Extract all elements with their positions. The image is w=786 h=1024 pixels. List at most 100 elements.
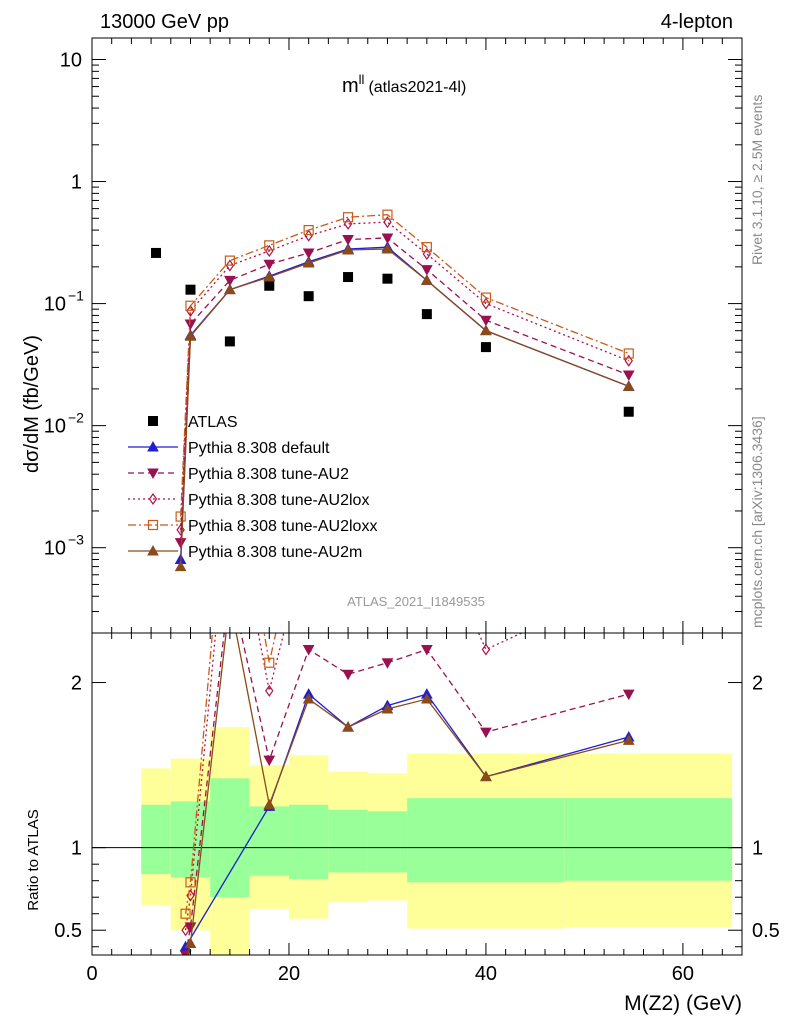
series-point-au2loxx	[342, 212, 354, 223]
series-point-au2m	[302, 256, 315, 268]
series-point-au2loxx	[623, 348, 634, 359]
ratio-point-au2lox	[384, 529, 391, 539]
y-tick-label: 1	[71, 172, 82, 194]
ratio-point-au2m	[225, 595, 235, 604]
y-tick-label: 10	[44, 416, 66, 438]
series-point-au2m	[184, 330, 197, 341]
series-point-au2lox	[383, 216, 392, 229]
main-title: mll (atlas2021-4l)	[342, 72, 466, 97]
ratio-point-au2m	[263, 798, 276, 810]
legend: ATLAS Pythia 8.308 default Pythia 8.308 tu…	[128, 414, 377, 561]
ratio-point-au2lox	[423, 512, 430, 522]
series-point-au2	[302, 248, 315, 259]
series-point-au2	[480, 315, 492, 327]
series-line-au2	[179, 237, 629, 543]
main-y-axis-label: dσ/dM (fb/GeV)	[21, 335, 43, 473]
y-tick-label: 10	[60, 49, 82, 71]
ratio-point-au2	[381, 658, 394, 669]
mcplots-reference-text: mcplots.cern.ch [arXiv:1306.3436]	[749, 416, 765, 628]
y-tick-label-exponent: −2	[68, 410, 84, 426]
data-point-atlas	[151, 247, 162, 258]
data-point-atlas	[224, 336, 235, 347]
uncertainty-band-inner	[407, 798, 565, 883]
x-tick-label: 60	[672, 963, 694, 985]
series-point-au2	[263, 259, 276, 271]
ratio-line-au2m	[186, 633, 629, 955]
series-point-au2lox	[343, 217, 353, 230]
analysis-watermark: ATLAS_2021_I1849535	[347, 594, 485, 609]
series-point-au2	[174, 538, 187, 549]
series-point-au2loxx	[480, 292, 492, 303]
legend-label-au2lox: Pythia 8.308 tune-AU2lox	[188, 492, 369, 509]
series-point-au2lox	[176, 523, 185, 536]
series-point-au2lox	[225, 259, 235, 272]
legend-marker-au2	[147, 468, 159, 480]
legend-label-au2: Pythia 8.308 tune-AU2	[188, 466, 349, 483]
y-tick-label-exponent: −1	[68, 288, 84, 304]
series-point-au2	[420, 265, 433, 276]
series-point-au2m	[622, 380, 635, 391]
ratio-point-au2loxx	[185, 877, 196, 888]
y-tick-label-exponent: −3	[68, 532, 84, 548]
series-point-au2loxx	[264, 240, 275, 251]
uncertainty-band-inner	[328, 809, 368, 873]
series-point-au2	[224, 275, 236, 287]
uncertainty-band-inner	[170, 801, 211, 878]
ratio-line-au2loxx	[184, 633, 277, 914]
ratio-point-au2	[622, 689, 635, 701]
y-tick-label: 10	[44, 538, 66, 560]
series-point-au2lox	[624, 354, 633, 367]
series-point-au2m	[480, 324, 492, 336]
uncertainty-band-inner	[288, 804, 329, 880]
legend-marker-data	[148, 416, 158, 426]
legend-marker-au2lox	[148, 492, 158, 506]
header-left: 13000 GeV pp	[100, 11, 229, 33]
data-point-atlas	[382, 273, 393, 284]
data-point-atlas	[480, 342, 491, 353]
ratio-y-tick-label-right: 0.5	[752, 920, 780, 942]
ratio-y-tick-label: 2	[71, 673, 82, 695]
ratio-point-au2m	[480, 770, 492, 782]
uncertainty-band-inner	[367, 811, 408, 873]
ratio-point-au2	[263, 755, 276, 767]
series-point-au2m	[342, 243, 354, 255]
ratio-point-au2m	[622, 734, 635, 745]
ratio-point-au2	[225, 579, 235, 588]
series-point-au2loxx	[421, 242, 432, 253]
series-point-au2lox	[186, 304, 195, 318]
legend-marker-au2m	[147, 544, 159, 556]
ratio-point-au2loxx	[624, 529, 633, 538]
y-tick-label: 10	[44, 294, 66, 316]
ratio-point-au2lox	[625, 578, 632, 588]
ratio-plot-frame	[91, 632, 743, 956]
data-point-atlas	[623, 406, 634, 417]
series-point-au2m	[420, 274, 433, 285]
ratio-point-au2	[480, 727, 492, 739]
ratio-point-au2m	[342, 721, 354, 732]
series-point-au2loxx	[224, 255, 235, 266]
uncertainty-band-inner	[210, 778, 250, 898]
ratio-point-au2m	[381, 702, 394, 714]
uncertainty-band-inner	[249, 806, 289, 876]
legend-marker-default	[147, 440, 159, 452]
series-point-au2m	[224, 283, 236, 295]
series-point-au2loxx	[382, 209, 393, 220]
ratio-y-tick-label-right: 1	[752, 838, 763, 860]
series-point-au2	[622, 370, 635, 382]
series-line-default	[179, 246, 629, 560]
series-point-au2m	[263, 271, 276, 282]
ratio-y-tick-label-right: 2	[752, 673, 763, 695]
series-point-au2	[381, 233, 394, 244]
ratio-y-tick-label: 1	[71, 838, 82, 860]
ratio-point-au2loxx	[264, 657, 275, 668]
x-tick-label: 20	[278, 963, 300, 985]
data-point-atlas	[303, 291, 314, 302]
ratio-point-au2m	[181, 958, 191, 967]
ratio-point-au2m	[420, 693, 433, 704]
uncertainty-band-inner	[141, 804, 171, 875]
legend-marker-au2loxx	[147, 519, 159, 531]
data-point-atlas	[185, 284, 196, 295]
ratio-line-au2lox	[184, 633, 524, 931]
ratio-point-au2lox	[181, 924, 190, 937]
